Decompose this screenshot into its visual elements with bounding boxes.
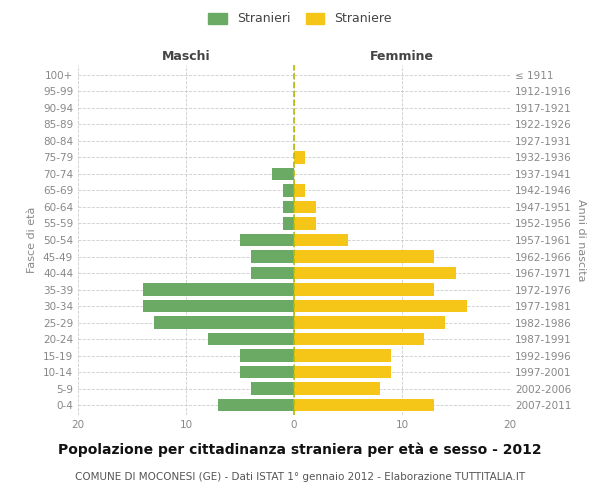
Bar (294, 333, 424, 345)
Bar (294, 399, 434, 411)
Bar (208, 333, 294, 345)
Bar (294, 284, 434, 296)
Bar (218, 399, 294, 411)
Bar (294, 201, 316, 213)
Y-axis label: Anni di nascita: Anni di nascita (575, 198, 586, 281)
Bar (251, 250, 294, 262)
Bar (294, 316, 445, 328)
Bar (294, 218, 316, 230)
Bar (154, 316, 294, 328)
Bar (240, 350, 294, 362)
Bar (283, 184, 294, 196)
Y-axis label: Fasce di età: Fasce di età (28, 207, 37, 273)
Bar (294, 184, 305, 196)
Bar (283, 201, 294, 213)
Bar (240, 234, 294, 246)
Bar (283, 218, 294, 230)
Bar (294, 350, 391, 362)
Bar (272, 168, 294, 180)
Bar (240, 366, 294, 378)
Text: COMUNE DI MOCONESI (GE) - Dati ISTAT 1° gennaio 2012 - Elaborazione TUTTITALIA.I: COMUNE DI MOCONESI (GE) - Dati ISTAT 1° … (75, 472, 525, 482)
Bar (143, 300, 294, 312)
Bar (294, 267, 456, 279)
Bar (294, 250, 434, 262)
Text: Maschi: Maschi (161, 50, 211, 64)
Bar (251, 267, 294, 279)
Bar (294, 152, 305, 164)
Text: Popolazione per cittadinanza straniera per età e sesso - 2012: Popolazione per cittadinanza straniera p… (58, 442, 542, 457)
Bar (294, 300, 467, 312)
Bar (294, 234, 348, 246)
Bar (143, 284, 294, 296)
Legend: Stranieri, Straniere: Stranieri, Straniere (205, 8, 395, 29)
Bar (294, 382, 380, 395)
Text: Femmine: Femmine (370, 50, 434, 64)
Bar (294, 366, 391, 378)
Bar (251, 382, 294, 395)
